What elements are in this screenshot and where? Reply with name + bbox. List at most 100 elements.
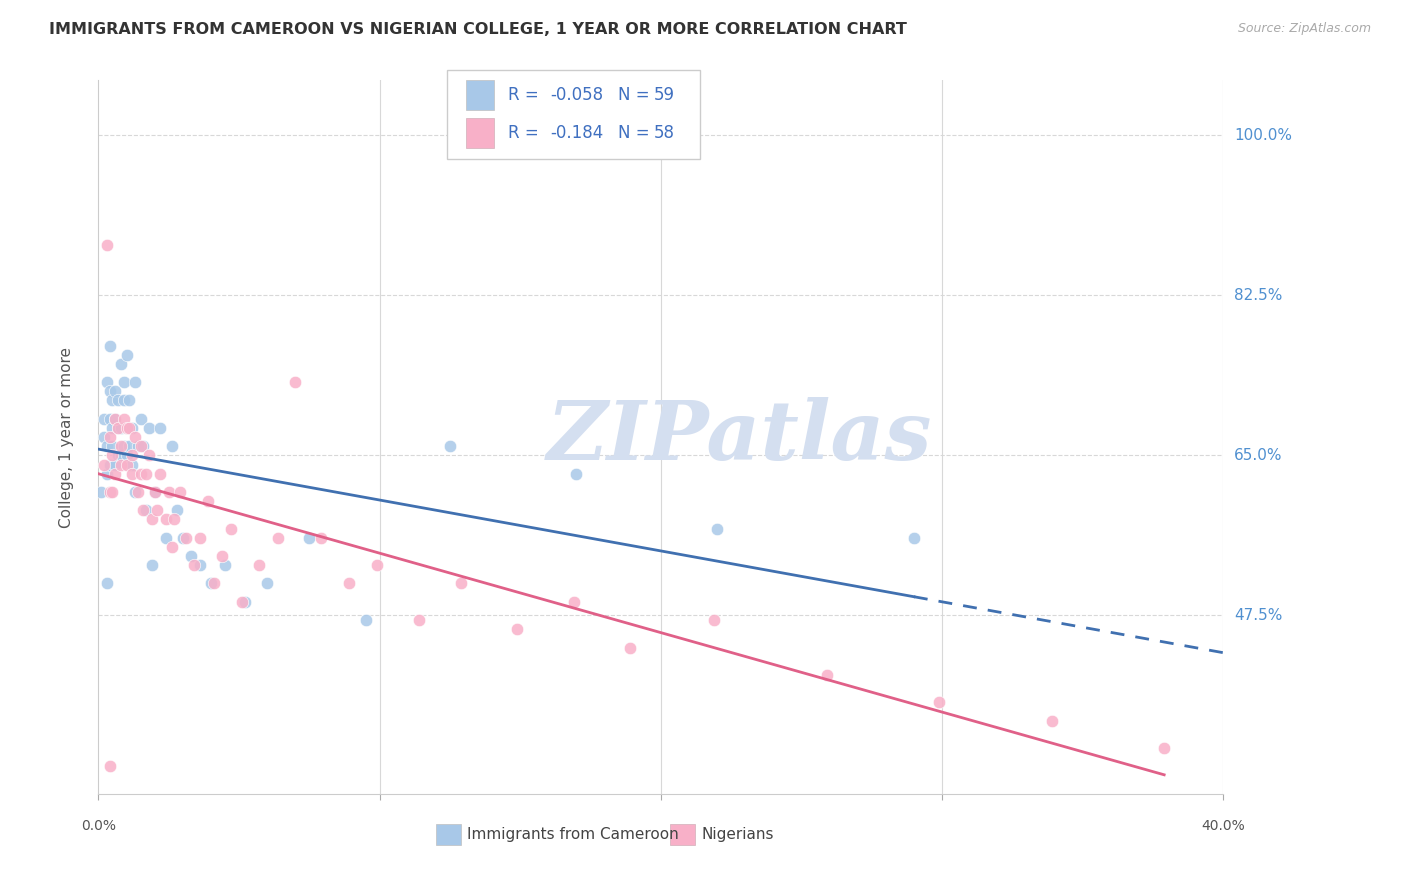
Point <box>247 558 270 573</box>
Point <box>928 695 950 709</box>
Point <box>366 558 388 573</box>
Point <box>98 338 121 352</box>
Point <box>104 458 127 472</box>
Point <box>96 238 118 252</box>
Point <box>121 449 143 463</box>
Point <box>135 503 157 517</box>
Point <box>101 393 124 408</box>
Text: 100.0%: 100.0% <box>1234 128 1292 143</box>
Point <box>121 421 143 435</box>
Point <box>98 485 121 500</box>
Point <box>450 576 472 591</box>
Point <box>815 668 838 682</box>
Point <box>104 411 127 425</box>
Point <box>93 430 115 444</box>
Point <box>101 439 124 453</box>
Point <box>706 522 728 536</box>
Text: Immigrants from Cameroon: Immigrants from Cameroon <box>467 827 679 842</box>
Point <box>439 439 461 453</box>
Text: 47.5%: 47.5% <box>1234 608 1282 623</box>
Point <box>107 421 129 435</box>
Point <box>124 430 146 444</box>
Point <box>256 576 278 591</box>
Point <box>183 558 205 573</box>
Text: R =: R = <box>508 124 544 142</box>
Point <box>138 449 160 463</box>
Text: R =: R = <box>508 87 544 104</box>
Point <box>110 421 132 435</box>
Point <box>93 411 115 425</box>
Point <box>562 595 585 609</box>
Point <box>200 576 222 591</box>
Point <box>141 512 163 526</box>
Point <box>146 503 169 517</box>
Point <box>112 411 135 425</box>
Text: ZIPatlas: ZIPatlas <box>547 397 932 477</box>
Point <box>506 622 529 636</box>
Point <box>211 549 233 563</box>
Point <box>174 531 197 545</box>
Text: 65.0%: 65.0% <box>1234 448 1282 463</box>
Point <box>354 613 377 627</box>
Point <box>115 421 138 435</box>
Point <box>104 467 127 481</box>
Point <box>166 503 188 517</box>
Point <box>127 439 149 453</box>
Bar <box>436 824 461 846</box>
Point <box>188 558 211 573</box>
Point <box>118 421 141 435</box>
Point <box>298 531 321 545</box>
Point <box>155 531 177 545</box>
Point <box>163 512 186 526</box>
Point <box>169 485 191 500</box>
Point <box>98 384 121 399</box>
Point <box>619 640 641 655</box>
Point <box>96 439 118 453</box>
Point <box>127 485 149 500</box>
Point <box>903 531 925 545</box>
Point <box>284 375 307 389</box>
Point <box>214 558 236 573</box>
Point <box>172 531 194 545</box>
Point <box>1040 714 1063 728</box>
Point <box>96 576 118 591</box>
Text: 40.0%: 40.0% <box>1201 819 1246 833</box>
Text: 59: 59 <box>654 87 675 104</box>
Text: N =: N = <box>619 87 655 104</box>
Point <box>110 449 132 463</box>
Text: -0.058: -0.058 <box>551 87 603 104</box>
Point <box>101 449 124 463</box>
Point <box>267 531 290 545</box>
Point <box>98 411 121 425</box>
Point <box>219 522 242 536</box>
Point <box>143 485 166 500</box>
Text: N =: N = <box>619 124 655 142</box>
Text: 0.0%: 0.0% <box>82 819 115 833</box>
Bar <box>467 80 495 111</box>
Point <box>337 576 360 591</box>
Point <box>129 411 152 425</box>
Point <box>202 576 225 591</box>
Point <box>157 485 180 500</box>
Point <box>197 494 219 508</box>
Point <box>149 421 172 435</box>
Text: -0.184: -0.184 <box>551 124 603 142</box>
Point <box>118 439 141 453</box>
Point <box>1153 741 1175 756</box>
Point <box>309 531 332 545</box>
Point <box>141 558 163 573</box>
Point <box>149 467 172 481</box>
Bar <box>669 824 695 846</box>
Point <box>135 467 157 481</box>
Point <box>188 531 211 545</box>
Point <box>96 467 118 481</box>
Point <box>101 485 124 500</box>
Point <box>703 613 725 627</box>
Point <box>107 421 129 435</box>
Text: 82.5%: 82.5% <box>1234 288 1282 302</box>
Point <box>160 540 183 554</box>
Point <box>115 421 138 435</box>
Point <box>121 467 143 481</box>
Point <box>96 375 118 389</box>
Point <box>121 458 143 472</box>
